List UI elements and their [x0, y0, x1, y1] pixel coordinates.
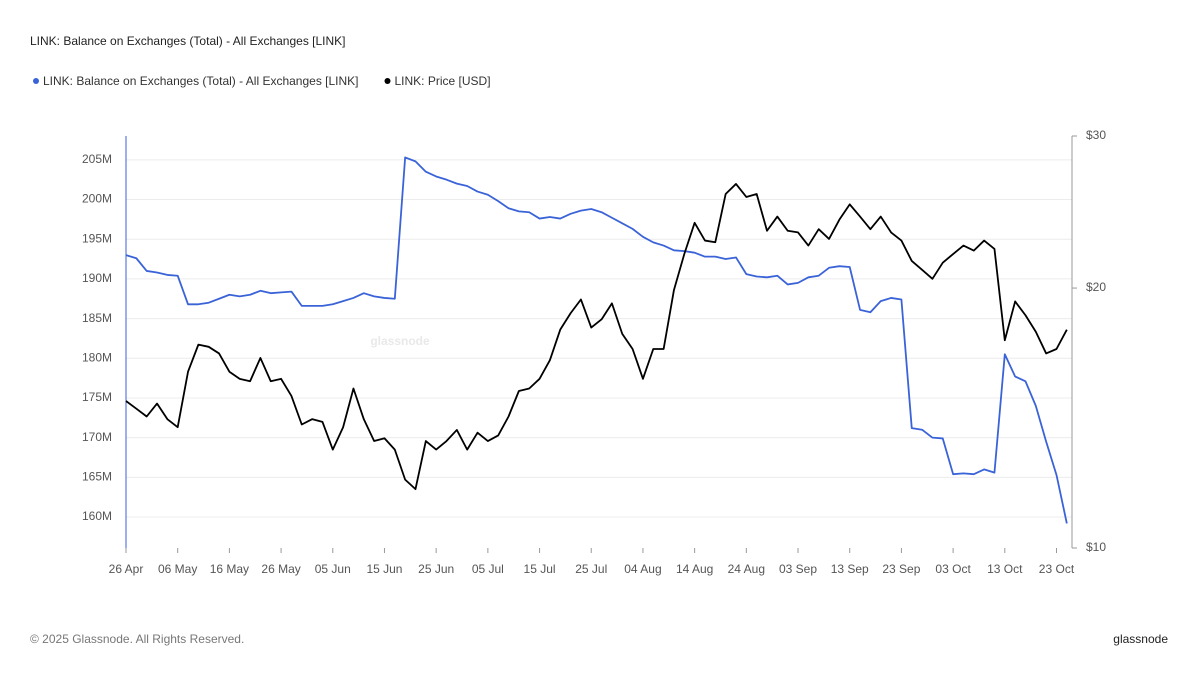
x-tick-label: 26 Apr: [109, 562, 144, 576]
x-tick-label: 06 May: [158, 562, 197, 576]
y-tick-label: 180M: [82, 350, 112, 364]
x-tick-label: 04 Aug: [624, 562, 661, 576]
y-tick-label: 200M: [82, 192, 112, 206]
y-tick-label: 190M: [82, 271, 112, 285]
chart-title: LINK: Balance on Exchanges (Total) - All…: [30, 34, 346, 48]
x-tick-label: 13 Oct: [987, 562, 1023, 576]
y-tick-label: 205M: [82, 152, 112, 166]
y-tick-label: 175M: [82, 390, 112, 404]
legend-label: LINK: Price [USD]: [395, 74, 491, 88]
x-tick-label: 03 Sep: [779, 562, 817, 576]
series-line: [125, 156, 1068, 524]
legend-marker: [33, 78, 39, 84]
x-tick-label: 23 Oct: [1039, 562, 1075, 576]
y-tick-label: 165M: [82, 470, 112, 484]
watermark: glassnode: [370, 334, 430, 348]
x-tick-label: 15 Jun: [366, 562, 402, 576]
y-tick-label: 160M: [82, 509, 112, 523]
y2-tick-label: $10: [1086, 540, 1106, 554]
y-tick-label: 170M: [82, 430, 112, 444]
x-tick-label: 05 Jun: [315, 562, 351, 576]
y-tick-label: 195M: [82, 231, 112, 245]
logo: glassnode: [1113, 632, 1168, 646]
x-tick-label: 24 Aug: [728, 562, 765, 576]
x-tick-label: 15 Jul: [524, 562, 556, 576]
x-tick-label: 16 May: [210, 562, 249, 576]
x-tick-label: 25 Jul: [575, 562, 607, 576]
y2-tick-label: $30: [1086, 128, 1106, 142]
legend-label: LINK: Balance on Exchanges (Total) - All…: [43, 74, 359, 88]
x-tick-label: 25 Jun: [418, 562, 454, 576]
y-tick-label: 185M: [82, 311, 112, 325]
x-tick-label: 05 Jul: [472, 562, 504, 576]
x-tick-label: 03 Oct: [935, 562, 971, 576]
x-tick-label: 26 May: [261, 562, 300, 576]
copyright: © 2025 Glassnode. All Rights Reserved.: [30, 632, 244, 646]
y2-tick-label: $20: [1086, 280, 1106, 294]
legend-marker: [384, 78, 391, 84]
x-tick-label: 14 Aug: [676, 562, 713, 576]
series-line: [125, 183, 1068, 491]
x-tick-label: 13 Sep: [831, 562, 869, 576]
x-tick-label: 23 Sep: [882, 562, 920, 576]
